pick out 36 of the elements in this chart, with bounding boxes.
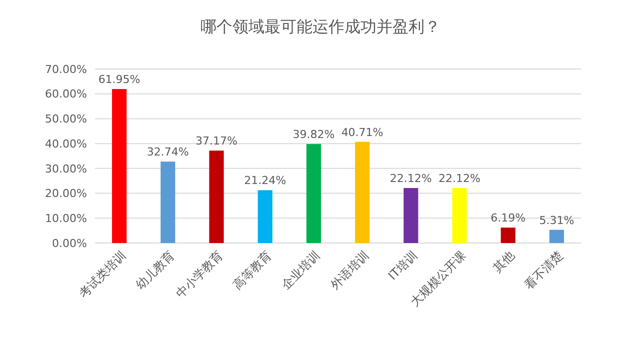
y-tick-label: 50.00% bbox=[45, 112, 87, 126]
x-tick-label: 考试类培训 bbox=[76, 248, 128, 301]
x-tick-label: 外语培训 bbox=[328, 248, 372, 292]
x-tick-label: 企业培训 bbox=[278, 248, 323, 292]
y-tick-label: 0.00% bbox=[52, 236, 87, 250]
x-tick-label: IT培训 bbox=[385, 248, 420, 283]
y-tick-label: 20.00% bbox=[45, 187, 87, 200]
data-label: 37.17% bbox=[196, 134, 238, 148]
data-label: 5.31% bbox=[539, 214, 574, 227]
bar bbox=[258, 190, 272, 243]
data-label: 22.12% bbox=[438, 172, 480, 186]
y-tick-label: 70.00% bbox=[45, 62, 87, 76]
bar bbox=[209, 150, 224, 243]
data-label: 22.12% bbox=[390, 172, 432, 186]
x-tick-label: 看不清楚 bbox=[522, 248, 566, 292]
bar bbox=[112, 89, 127, 243]
data-label: 32.74% bbox=[146, 146, 189, 159]
y-tick-label: 10.00% bbox=[45, 212, 87, 225]
data-label: 40.71% bbox=[341, 126, 384, 139]
x-tick-label: 高等教育 bbox=[230, 248, 274, 292]
bar bbox=[160, 162, 176, 243]
y-tick-label: 60.00% bbox=[45, 88, 87, 101]
y-tick-label: 40.00% bbox=[45, 137, 87, 150]
bar bbox=[355, 142, 370, 243]
data-label: 39.82% bbox=[292, 128, 335, 142]
bar bbox=[549, 230, 564, 243]
data-label: 6.19% bbox=[490, 212, 526, 225]
bar bbox=[306, 144, 321, 243]
data-label: 61.95% bbox=[98, 73, 140, 86]
bar bbox=[452, 188, 467, 243]
x-tick-label: 其他 bbox=[490, 248, 518, 276]
bar bbox=[404, 188, 418, 243]
bar bbox=[500, 228, 516, 243]
y-tick-label: 30.00% bbox=[45, 162, 87, 176]
data-label: 21.24% bbox=[244, 174, 286, 188]
chart-title: 哪个领域最可能运作成功并盈利？ bbox=[200, 17, 440, 36]
